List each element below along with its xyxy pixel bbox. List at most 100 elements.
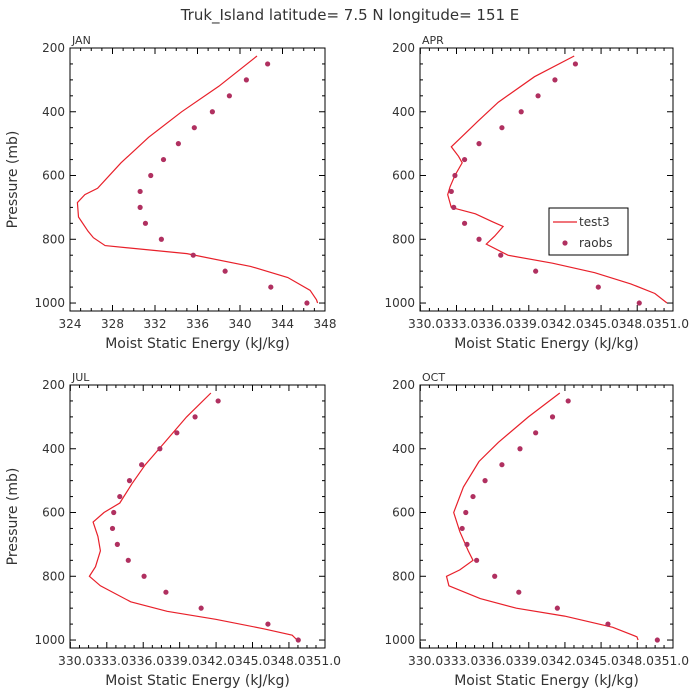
x-tick-labels: 330.0333.0336.0339.0342.0345.0348.0351.0 [408,654,689,668]
data-point-raobs [595,284,601,290]
x-tick-label: 348 [314,317,337,331]
data-point-raobs [464,541,470,547]
panel-jul: 200 400 600 800 1000 330.0333.0336.0339.0342.… [5,371,341,689]
panel-apr: 200 400 600 800 1000 330.0333.0336.0339.0342.… [384,34,689,352]
data-point-raobs [175,141,181,147]
panel-label: JAN [71,34,91,47]
data-point-raobs [533,268,539,274]
data-point-raobs [565,398,571,404]
chart-title: Truk_Island latitude= 7.5 N longitude= 1… [180,6,520,25]
x-tick-label: 340 [229,317,252,331]
data-point-raobs [304,300,310,306]
data-point-raobs [125,557,131,563]
data-point-raobs [142,220,149,226]
data-point-raobs [492,573,498,579]
data-point-raobs [190,252,196,258]
y-tick-label: 400 [392,105,415,119]
data-point-raobs [463,509,469,516]
x-tick-label: 336 [186,317,209,331]
data-point-raobs [114,541,120,547]
data-point-raobs [243,77,249,83]
series-line-test3 [445,392,639,641]
data-point-raobs [476,141,482,147]
x-tick-label: 344 [271,317,294,331]
series-line-test3 [447,55,668,304]
data-point-raobs [572,61,579,67]
panel-oct: 200 400 600 800 1000 330.0333.0336.0339.0342.… [384,371,689,689]
data-point-raobs [654,637,660,643]
data-point-raobs [191,125,197,131]
data-point-raobs [518,109,524,115]
plot-frame [419,384,674,649]
x-axis-title: Moist Static Energy (kJ/kg) [105,673,290,689]
data-point-raobs [137,188,143,195]
y-tick-label: 1000 [34,296,65,310]
y-tick-label: 800 [42,232,65,246]
data-point-raobs [517,446,523,452]
y-tick-label: 1000 [384,633,415,647]
data-point-raobs [198,605,204,611]
data-point-raobs [549,414,556,420]
data-point-raobs [215,398,221,404]
data-point-raobs [192,414,198,420]
data-point-raobs [482,478,488,484]
legend-box [548,207,629,256]
x-axis-title: Moist Static Energy (kJ/kg) [454,336,639,352]
data-point-raobs [163,589,169,595]
y-tick-label: 800 [392,232,415,246]
x-tick-label: 324 [59,317,82,331]
data-point-raobs [222,268,228,274]
plot-frame [69,384,326,649]
y-tick-label: 400 [392,442,415,456]
panel-label: JUL [71,371,90,384]
data-point-raobs [141,573,147,579]
data-point-raobs [111,509,117,516]
y-tick-label: 1000 [384,296,415,310]
y-tick-label: 600 [392,506,415,520]
series-line-test3 [88,392,298,641]
data-point-raobs [174,430,180,436]
y-tick-label: 400 [42,442,65,456]
data-point-raobs [516,589,522,595]
legend-marker-swatch [562,240,568,246]
data-point-raobs [459,525,465,532]
data-point-raobs [160,156,167,163]
data-point-raobs [535,93,541,99]
data-point-raobs [636,300,642,306]
data-point-raobs [158,236,164,242]
y-tick-label: 1000 [34,633,65,647]
data-point-raobs [265,61,271,67]
data-point-raobs [295,637,301,643]
data-point-raobs [552,77,558,83]
data-point-raobs [265,621,271,627]
data-point-raobs [226,93,232,99]
data-point-raobs [109,525,116,532]
x-axis-title: Moist Static Energy (kJ/kg) [105,336,290,352]
plot-frame [419,47,674,312]
x-tick-label: 332 [144,317,167,331]
x-tick-labels: 330.0333.0336.0339.0342.0345.0348.0351.0 [408,317,689,331]
data-point-raobs [498,252,504,258]
panel-label: OCT [422,371,445,384]
data-point-raobs [499,462,505,468]
data-point-raobs [126,478,133,484]
y-axis-title: Pressure (mb) [5,468,21,566]
y-tick-label: 600 [42,506,65,520]
data-point-raobs [209,109,215,115]
data-point-raobs [268,284,274,290]
legend-label-model: test3 [579,215,610,229]
legend: test3 raobs [548,207,629,256]
data-point-raobs [461,220,468,226]
series-line-test3 [76,55,319,304]
data-point-raobs [448,188,454,195]
data-point-raobs [499,125,505,131]
data-point-raobs [474,557,480,563]
data-point-raobs [117,493,123,500]
y-axis-title: Pressure (mb) [5,131,21,229]
y-tick-label: 200 [392,41,415,55]
y-tick-label: 800 [392,569,415,583]
data-point-raobs [554,605,560,611]
data-point-raobs [605,621,611,627]
y-tick-label: 600 [42,169,65,183]
data-point-raobs [470,493,476,500]
